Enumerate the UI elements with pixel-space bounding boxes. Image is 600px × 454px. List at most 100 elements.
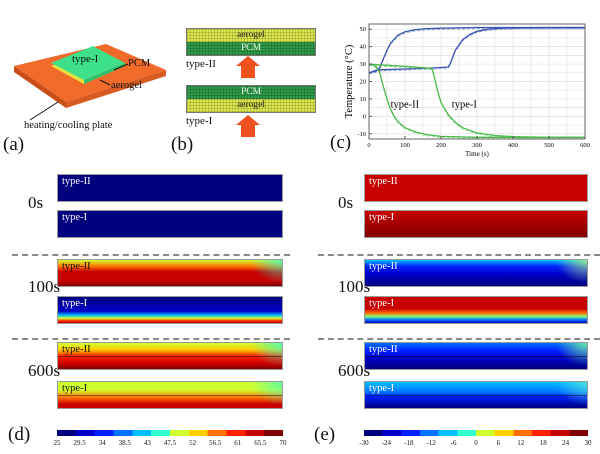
type-label: type-II xyxy=(369,344,398,355)
heatmap-type-II: type-II xyxy=(57,259,283,287)
y-tick-label: -10 xyxy=(357,131,366,138)
y-tick-label: 10 xyxy=(360,96,367,103)
stack-type-II: aerogel PCM xyxy=(186,28,316,56)
panel-label-b: (b) xyxy=(171,134,194,155)
colorbar-tick-label: 61 xyxy=(234,439,242,447)
x-axis-label: Time (s) xyxy=(465,150,489,158)
colorbar-tick-label: 12 xyxy=(517,439,525,447)
heatmap-type-I: type-I xyxy=(57,296,283,324)
plate-callout: heating/cooling plate xyxy=(24,120,113,131)
panel-label-e: (e) xyxy=(314,424,336,445)
colorbar-tick-label: 29.5 xyxy=(73,439,86,447)
heatmap-type-II: type-II xyxy=(364,342,588,370)
type-label: type-I xyxy=(62,212,88,223)
type-label: type-II xyxy=(62,261,91,272)
interface-line xyxy=(58,356,282,357)
stack-type-I: PCM aerogel xyxy=(186,85,316,113)
layer-pcm: PCM xyxy=(187,86,315,99)
pcm-callout: PCM xyxy=(128,58,151,69)
colorbar-tick-label: 24 xyxy=(562,439,570,447)
type-label-a: type-I xyxy=(72,53,99,65)
heatmap-type-II: type-II xyxy=(57,174,283,202)
colorbar-tick-label: 70 xyxy=(279,439,287,447)
heatmap-type-II: type-II xyxy=(364,174,588,202)
colorbar-tick-label: 25 xyxy=(53,439,61,447)
divider xyxy=(318,254,600,256)
heatmap-type-I: type-I xyxy=(364,210,588,238)
type-label: type-II xyxy=(369,261,398,272)
x-tick-label: 200 xyxy=(436,142,446,149)
heatmap-type-I: type-I xyxy=(364,381,588,409)
type-label: type-I xyxy=(186,115,213,127)
type-label: type-I xyxy=(369,383,395,394)
plate-side-left xyxy=(14,66,66,108)
series-line-3 xyxy=(368,63,585,138)
series-line-dashed-1 xyxy=(368,28,585,75)
heatmap-type-II: type-II xyxy=(364,259,588,287)
colorbar-tick-label: 52 xyxy=(189,439,197,447)
time-label: 0s xyxy=(338,193,354,212)
y-tick-label: 50 xyxy=(360,26,367,33)
colorbar-tick-label: -18 xyxy=(404,439,414,447)
colorbar-tick-label: 34 xyxy=(98,439,106,447)
aerogel-callout: aerogel xyxy=(111,80,142,91)
type-label: type-I xyxy=(62,298,88,309)
layer-pcm: PCM xyxy=(187,42,315,55)
layer-aerogel: aerogel xyxy=(187,99,315,112)
curve-annotation: type-II xyxy=(391,100,420,111)
curve-annotation: type-I xyxy=(452,100,478,111)
x-tick-label: 500 xyxy=(544,142,554,149)
divider xyxy=(12,338,290,340)
series-line-2 xyxy=(368,63,585,138)
plate-3d-illustration xyxy=(14,44,166,121)
colorbar-tick-label: 47.5 xyxy=(163,439,177,447)
x-tick-label: 0 xyxy=(367,142,370,149)
interface-line xyxy=(58,395,282,396)
figure-a: type-I PCM aerogel heating/cooling plate… xyxy=(0,0,180,155)
divider xyxy=(12,254,290,256)
type-label: type-I xyxy=(62,383,88,394)
heatmap-type-I: type-I xyxy=(57,381,283,409)
series-line-dashed-3 xyxy=(368,64,585,139)
colorbar xyxy=(364,430,588,436)
interface-line xyxy=(365,395,587,396)
time-label: 600s xyxy=(28,361,61,380)
divider xyxy=(318,338,600,340)
y-tick-label: 0 xyxy=(363,113,366,120)
y-tick-label: 40 xyxy=(360,44,367,51)
heatmap-type-I: type-I xyxy=(57,210,283,238)
layer-aerogel: aerogel xyxy=(187,29,315,42)
series-line-dashed-2 xyxy=(368,64,585,139)
colorbar-tick-label: 56.5 xyxy=(209,439,222,447)
panel-label-a: (a) xyxy=(3,134,25,155)
x-tick-label: 300 xyxy=(472,142,482,149)
x-tick-label: 400 xyxy=(508,142,518,149)
series-line-1 xyxy=(368,26,585,74)
colorbar-tick-label: -6 xyxy=(450,439,457,447)
interface-line xyxy=(365,356,587,357)
colorbar-tick-label: 30 xyxy=(584,439,592,447)
panel-label-d: (d) xyxy=(8,424,31,445)
pcm-layer xyxy=(51,46,125,80)
x-tick-label: 100 xyxy=(400,142,410,149)
heatmap-type-II: type-II xyxy=(57,342,283,370)
colorbar-tick-label: 6 xyxy=(496,439,501,447)
type-label: type-II xyxy=(62,176,91,187)
heatmap-type-I: type-I xyxy=(364,296,588,324)
time-label: 600s xyxy=(338,361,371,380)
colorbar-tick-label: 0 xyxy=(474,439,478,447)
time-label: 0s xyxy=(28,193,44,212)
type-label: type-I xyxy=(369,298,395,309)
panel-label-c: (c) xyxy=(330,132,352,153)
type-label: type-II xyxy=(62,344,91,355)
colorbar-tick-label: -24 xyxy=(381,439,392,447)
colorbar-tick-label: 65.5 xyxy=(254,439,267,447)
y-tick-label: 20 xyxy=(360,79,367,86)
colorbar-tick-label: 18 xyxy=(539,439,547,447)
colorbar-tick-label: 38.5 xyxy=(118,439,131,447)
type-label: type-I xyxy=(369,212,395,223)
type-label: type-II xyxy=(369,176,398,187)
colorbar-tick-label: -30 xyxy=(359,439,369,447)
plate-side-right xyxy=(66,70,166,108)
